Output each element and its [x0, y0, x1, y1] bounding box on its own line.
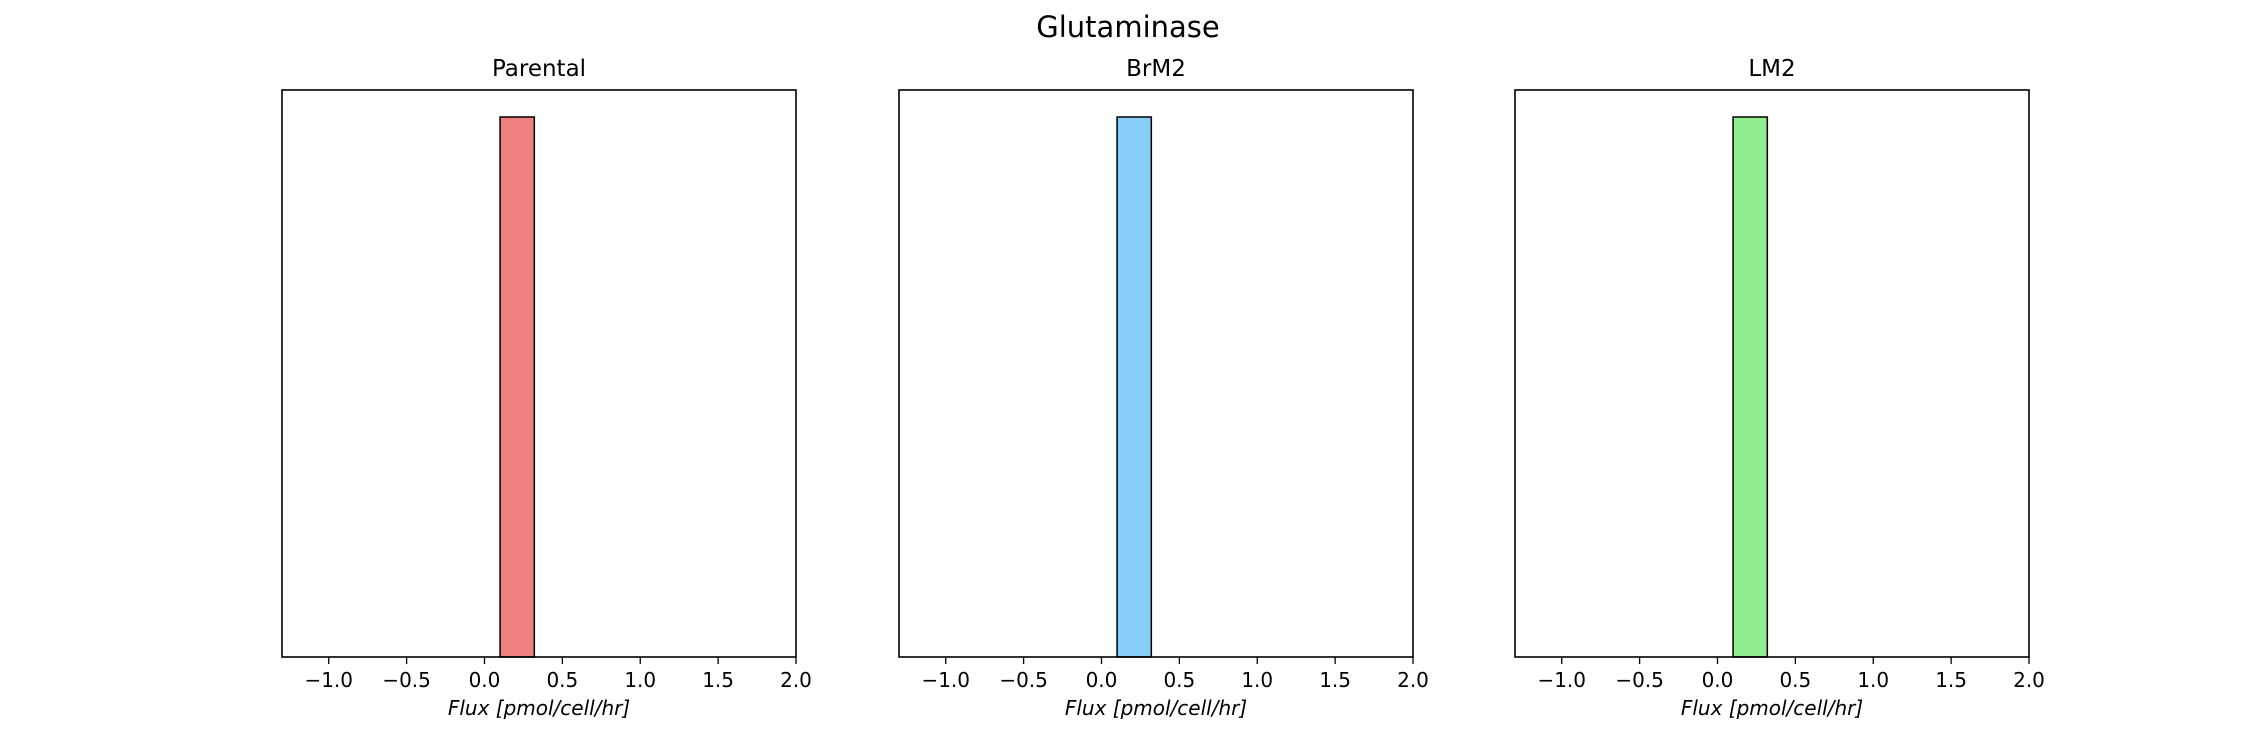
x-tick-label: 0.0 [469, 668, 501, 692]
x-tick-label: −0.5 [1615, 668, 1664, 692]
x-tick-label: −0.5 [999, 668, 1048, 692]
subplot-2: −1.0 −0.5 0.0 0.5 1.0 1.5 2.0 BrM2 Flux [pmol/ce… [898, 56, 1429, 720]
x-tick-label: −1.0 [304, 668, 353, 692]
subplot-title: BrM2 [1126, 56, 1186, 82]
x-tick-label: 1.0 [1857, 668, 1889, 692]
x-axis-label: Flux [pmol/cell/hr] [1065, 696, 1247, 720]
x-tick-label: 0.5 [1163, 668, 1195, 692]
axes-frame [898, 89, 1414, 658]
subplot-3: −1.0 −0.5 0.0 0.5 1.0 1.5 2.0 LM2 Flux [pmol/cel… [1514, 56, 2045, 720]
x-tick-label: 0.0 [1702, 668, 1734, 692]
x-tick-label: 1.0 [1241, 668, 1273, 692]
x-tick-label: 0.5 [1779, 668, 1811, 692]
x-tick-label: 2.0 [2013, 668, 2045, 692]
axes-frame [281, 89, 797, 658]
axes-frame [1514, 89, 2030, 658]
x-tick-label: 0.0 [1086, 668, 1118, 692]
x-axis-label: Flux [pmol/cell/hr] [448, 696, 630, 720]
x-tick-label: 2.0 [780, 668, 812, 692]
subplot-title: Parental [492, 56, 586, 82]
x-tick-label: 1.5 [1935, 668, 1967, 692]
bar-1 [499, 116, 536, 658]
figure-title: Glutaminase [1036, 10, 1219, 44]
bar-1 [1116, 116, 1153, 658]
x-tick-label: 0.5 [546, 668, 578, 692]
subplot-title: LM2 [1748, 56, 1795, 82]
bar-1 [1732, 116, 1769, 658]
x-tick-label: −1.0 [921, 668, 970, 692]
x-tick-label: 1.0 [624, 668, 656, 692]
x-tick-label: −1.0 [1537, 668, 1586, 692]
x-tick-label: 1.5 [702, 668, 734, 692]
subplot-1: −1.0 −0.5 0.0 0.5 1.0 1.5 2.0 Parental Flux [pmo… [281, 56, 812, 720]
x-tick-label: 1.5 [1319, 668, 1351, 692]
x-tick-label: 2.0 [1397, 668, 1429, 692]
x-axis-label: Flux [pmol/cell/hr] [1681, 696, 1863, 720]
x-tick-label: −0.5 [382, 668, 431, 692]
